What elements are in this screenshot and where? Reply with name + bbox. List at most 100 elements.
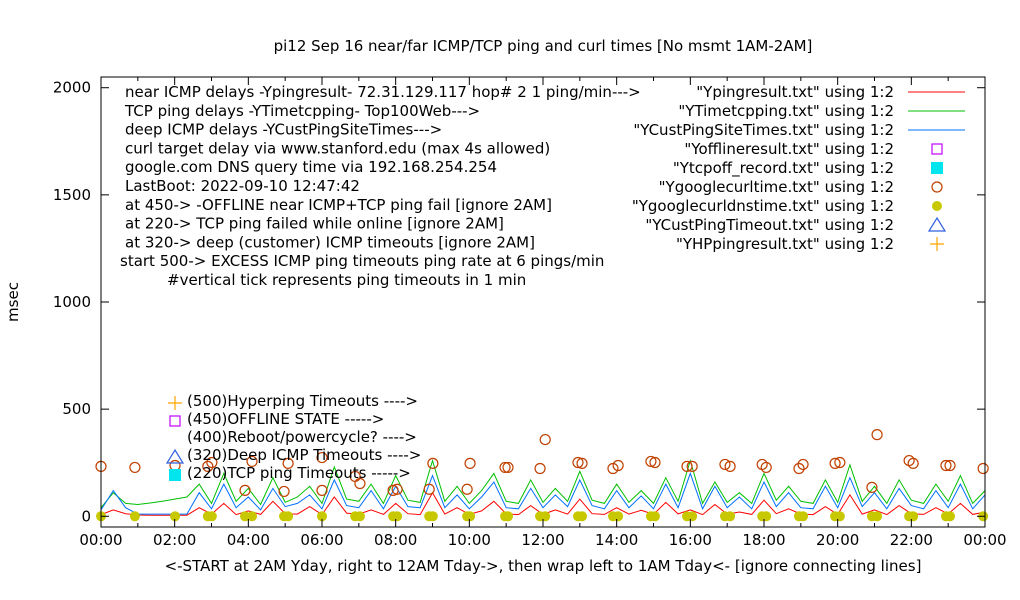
legend-label: "Ygooglecurltime.txt" using 1:2 xyxy=(659,178,894,196)
data-point-series-5 xyxy=(940,459,952,472)
data-point-series-6 xyxy=(503,511,514,522)
legend-symbol-sample xyxy=(932,201,942,211)
data-point-series-5 xyxy=(316,484,328,496)
y-axis-label: msec xyxy=(4,282,22,322)
data-point-series-6 xyxy=(540,511,551,522)
data-point-series-5 xyxy=(719,458,731,471)
annotation-text: at 320-> deep (customer) ICMP timeouts [… xyxy=(125,233,535,251)
data-point-series-6 xyxy=(577,511,588,522)
x-tick-label: 16:00 xyxy=(669,531,712,549)
data-point-series-5 xyxy=(576,457,588,469)
data-point-series-6 xyxy=(908,511,919,522)
data-point-series-5 xyxy=(464,457,476,469)
series-line-1 xyxy=(100,458,986,509)
data-point-series-6 xyxy=(761,511,772,522)
marker-key-label: (450)OFFLINE STATE -----> xyxy=(187,410,384,428)
x-axis-label: <-START at 2AM Yday, right to 12AM Tday-… xyxy=(165,557,922,575)
data-point-series-5 xyxy=(686,460,698,472)
marker-key-symbol xyxy=(169,469,181,481)
data-point-series-6 xyxy=(687,511,698,522)
data-point-series-6 xyxy=(247,511,258,522)
data-point-series-5 xyxy=(354,477,366,490)
data-point-series-5 xyxy=(387,484,399,496)
data-point-series-5 xyxy=(724,460,736,472)
x-tick-label: 14:00 xyxy=(595,531,638,549)
data-point-series-5 xyxy=(499,461,511,474)
data-point-series-5 xyxy=(206,456,218,469)
data-point-series-5 xyxy=(866,481,878,493)
data-point-series-5 xyxy=(829,457,841,469)
marker-key-symbol xyxy=(165,448,185,464)
legend-symbol-sample xyxy=(930,237,944,251)
x-tick-label: 08:00 xyxy=(374,531,417,549)
data-point-series-6 xyxy=(613,511,624,522)
data-point-series-6 xyxy=(798,511,809,522)
legend-label: "YHPpingresult.txt" using 1:2 xyxy=(676,235,894,253)
data-point-series-6 xyxy=(834,511,845,522)
annotation-text: deep ICMP delays -YCustPingSiteTimes---> xyxy=(125,121,442,139)
annotation-text: curl target delay via www.stanford.edu (… xyxy=(125,139,550,157)
data-point-series-5 xyxy=(129,461,141,474)
legend-label: "Ytcpoff_record.txt" using 1:2 xyxy=(673,159,894,178)
data-point-series-5 xyxy=(391,483,403,495)
data-point-series-5 xyxy=(572,456,584,469)
data-point-series-5 xyxy=(797,458,809,471)
data-point-series-6 xyxy=(872,511,883,522)
marker-key-label: (400)Reboot/powercycle? ----> xyxy=(187,428,417,446)
annotation-text: at 220-> TCP ping failed while online [i… xyxy=(125,215,504,233)
marker-key-label: (500)Hyperping Timeouts ----> xyxy=(187,392,418,410)
data-point-series-6 xyxy=(427,511,438,522)
x-tick-label: 00:00 xyxy=(79,531,122,549)
y-tick-label: 1000 xyxy=(53,293,91,311)
data-point-series-5 xyxy=(502,461,514,474)
data-point-series-6 xyxy=(170,511,181,522)
annotation-text: #vertical tick represents ping timeouts … xyxy=(167,271,526,289)
legend-symbol-sample xyxy=(931,181,943,193)
annotation-text: near ICMP delays -Ypingresult- 72.31.129… xyxy=(125,83,641,101)
legend-label: "Ypingresult.txt" using 1:2 xyxy=(696,83,894,101)
legend-label: "Yofflineresult.txt" using 1:2 xyxy=(684,140,894,158)
x-tick-label: 18:00 xyxy=(742,531,785,549)
data-point-series-5 xyxy=(427,457,439,469)
x-tick-label: 06:00 xyxy=(300,531,343,549)
legend-label: "YTimetcpping.txt" using 1:2 xyxy=(678,102,894,120)
x-tick-label: 10:00 xyxy=(448,531,491,549)
data-point-series-5 xyxy=(534,462,546,475)
marker-key-symbol xyxy=(169,415,181,427)
legend-label: "YCustPingSiteTimes.txt" using 1:2 xyxy=(633,121,894,139)
y-tick-label: 0 xyxy=(81,507,91,525)
data-point-series-5 xyxy=(944,459,956,472)
data-point-series-5 xyxy=(539,433,551,446)
data-point-series-5 xyxy=(793,462,805,475)
data-point-series-6 xyxy=(392,511,403,522)
marker-key-label: (320)Deep ICMP Timeouts ----> xyxy=(187,446,421,464)
x-tick-label: 00:00 xyxy=(963,531,1006,549)
series-line-2 xyxy=(100,471,986,515)
x-tick-label: 22:00 xyxy=(890,531,933,549)
data-point-series-6 xyxy=(465,511,476,522)
chart-title: pi12 Sep 16 near/far ICMP/TCP ping and c… xyxy=(274,37,813,55)
data-point-series-6 xyxy=(725,511,736,522)
data-point-series-5 xyxy=(871,429,883,441)
annotation-text: start 500-> EXCESS ICMP ping timeouts pi… xyxy=(120,252,604,270)
x-tick-label: 20:00 xyxy=(816,531,859,549)
data-point-series-5 xyxy=(278,485,290,498)
annotation-text: TCP ping delays -YTimetcpping- Top100Web… xyxy=(124,102,480,120)
data-point-series-5 xyxy=(834,456,846,469)
data-point-series-6 xyxy=(945,511,956,522)
data-point-series-5 xyxy=(282,457,294,469)
data-point-series-5 xyxy=(681,460,693,472)
marker-key-symbol xyxy=(168,396,182,410)
data-point-series-5 xyxy=(977,462,989,475)
data-point-series-5 xyxy=(907,457,919,469)
data-point-series-5 xyxy=(645,455,657,468)
data-point-series-6 xyxy=(354,511,365,522)
legend-label: "YCustPingTimeout.txt" using 1:2 xyxy=(645,216,894,234)
data-point-series-5 xyxy=(461,483,473,495)
x-tick-label: 02:00 xyxy=(153,531,196,549)
data-point-series-6 xyxy=(240,511,251,522)
y-tick-label: 2000 xyxy=(53,79,91,97)
data-point-series-5 xyxy=(239,484,251,496)
